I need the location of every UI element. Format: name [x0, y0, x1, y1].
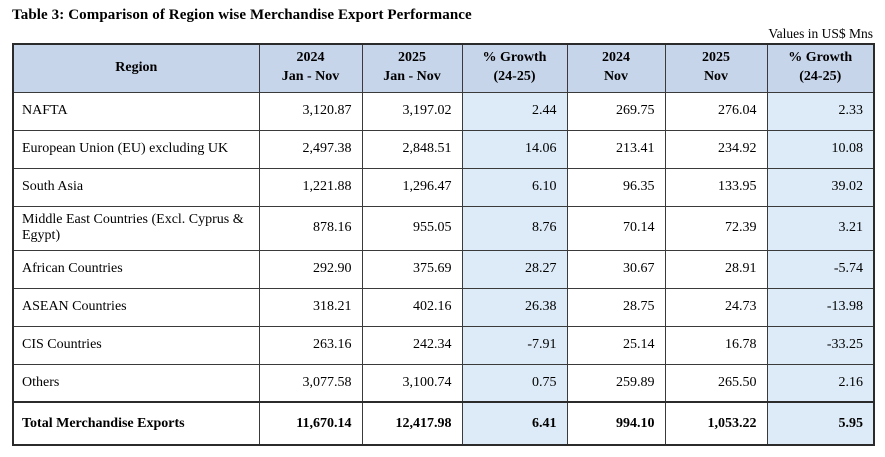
header-growth-ytd: % Growth (24-25) [461, 43, 568, 93]
ytd-2025-cell: 2,848.51 [361, 129, 463, 169]
ytd-2024-cell: 1,221.88 [258, 167, 363, 207]
ytd-2025-cell: 1,296.47 [361, 167, 463, 207]
growth-ytd-cell: -7.91 [461, 325, 568, 365]
nov-2024-cell: 25.14 [566, 325, 666, 365]
nov-2025-cell: 234.92 [664, 129, 768, 169]
region-cell: Middle East Countries (Excl. Cyprus & Eg… [12, 205, 260, 251]
growth-nov-cell: 2.16 [766, 363, 875, 403]
growth-ytd-cell: 14.06 [461, 129, 568, 169]
ytd-2024-cell: 263.16 [258, 325, 363, 365]
region-cell: ASEAN Countries [12, 287, 260, 327]
ytd-2024-cell: 2,497.38 [258, 129, 363, 169]
growth-ytd-cell: 26.38 [461, 287, 568, 327]
table-row-african: African Countries 292.90 375.69 28.27 30… [12, 249, 875, 289]
table-row-south-asia: South Asia 1,221.88 1,296.47 6.10 96.35 … [12, 167, 875, 207]
ytd-2025-cell: 3,100.74 [361, 363, 463, 403]
nov-2024-cell: 269.75 [566, 91, 666, 131]
table-row-cis: CIS Countries 263.16 242.34 -7.91 25.14 … [12, 325, 875, 365]
nov-2024-cell: 259.89 [566, 363, 666, 403]
nov-2025-cell: 133.95 [664, 167, 768, 207]
nov-2024-cell: 96.35 [566, 167, 666, 207]
nov-2024-cell: 28.75 [566, 287, 666, 327]
total-nov-2024-cell: 994.10 [566, 401, 666, 446]
document-page: Table 3: Comparison of Region wise Merch… [12, 7, 875, 446]
nov-2025-cell: 276.04 [664, 91, 768, 131]
region-cell: African Countries [12, 249, 260, 289]
growth-ytd-cell: 8.76 [461, 205, 568, 251]
ytd-2024-cell: 878.16 [258, 205, 363, 251]
total-nov-2025-cell: 1,053.22 [664, 401, 768, 446]
table-row-nafta: NAFTA 3,120.87 3,197.02 2.44 269.75 276.… [12, 91, 875, 131]
nov-2024-cell: 213.41 [566, 129, 666, 169]
growth-nov-cell: 3.21 [766, 205, 875, 251]
header-growth-nov: % Growth (24-25) [766, 43, 875, 93]
ytd-2024-cell: 3,120.87 [258, 91, 363, 131]
header-2024-jan-nov: 2024 Jan - Nov [258, 43, 363, 93]
region-cell: European Union (EU) excluding UK [12, 129, 260, 169]
region-cell: NAFTA [12, 91, 260, 131]
ytd-2025-cell: 242.34 [361, 325, 463, 365]
header-2025-jan-nov: 2025 Jan - Nov [361, 43, 463, 93]
ytd-2024-cell: 3,077.58 [258, 363, 363, 403]
region-cell: CIS Countries [12, 325, 260, 365]
nov-2024-cell: 70.14 [566, 205, 666, 251]
total-row: Total Merchandise Exports 11,670.14 12,4… [12, 401, 875, 446]
growth-nov-cell: 39.02 [766, 167, 875, 207]
table-row-middle-east: Middle East Countries (Excl. Cyprus & Eg… [12, 205, 875, 251]
total-ytd-2025-cell: 12,417.98 [361, 401, 463, 446]
growth-nov-cell: -13.98 [766, 287, 875, 327]
nov-2025-cell: 265.50 [664, 363, 768, 403]
total-ytd-2024-cell: 11,670.14 [258, 401, 363, 446]
total-label-cell: Total Merchandise Exports [12, 401, 260, 446]
nov-2025-cell: 28.91 [664, 249, 768, 289]
growth-nov-cell: 2.33 [766, 91, 875, 131]
nov-2025-cell: 16.78 [664, 325, 768, 365]
units-note: Values in US$ Mns [768, 26, 873, 41]
nov-2025-cell: 72.39 [664, 205, 768, 251]
merchandise-export-table: Region 2024 Jan - Nov 2025 Jan - Nov % G… [12, 43, 875, 446]
header-2024-nov: 2024 Nov [566, 43, 666, 93]
ytd-2025-cell: 375.69 [361, 249, 463, 289]
ytd-2025-cell: 955.05 [361, 205, 463, 251]
total-growth-nov-cell: 5.95 [766, 401, 875, 446]
nov-2024-cell: 30.67 [566, 249, 666, 289]
growth-nov-cell: 10.08 [766, 129, 875, 169]
table-row-others: Others 3,077.58 3,100.74 0.75 259.89 265… [12, 363, 875, 403]
ytd-2024-cell: 318.21 [258, 287, 363, 327]
ytd-2024-cell: 292.90 [258, 249, 363, 289]
ytd-2025-cell: 402.16 [361, 287, 463, 327]
header-row: Region 2024 Jan - Nov 2025 Jan - Nov % G… [12, 43, 875, 93]
growth-nov-cell: -5.74 [766, 249, 875, 289]
table-title: Table 3: Comparison of Region wise Merch… [12, 7, 472, 23]
total-growth-ytd-cell: 6.41 [461, 401, 568, 446]
growth-nov-cell: -33.25 [766, 325, 875, 365]
header-2025-nov: 2025 Nov [664, 43, 768, 93]
growth-ytd-cell: 0.75 [461, 363, 568, 403]
region-cell: Others [12, 363, 260, 403]
growth-ytd-cell: 6.10 [461, 167, 568, 207]
table-row-eu: European Union (EU) excluding UK 2,497.3… [12, 129, 875, 169]
nov-2025-cell: 24.73 [664, 287, 768, 327]
growth-ytd-cell: 2.44 [461, 91, 568, 131]
growth-ytd-cell: 28.27 [461, 249, 568, 289]
ytd-2025-cell: 3,197.02 [361, 91, 463, 131]
table-row-asean: ASEAN Countries 318.21 402.16 26.38 28.7… [12, 287, 875, 327]
header-region: Region [12, 43, 260, 93]
region-cell: South Asia [12, 167, 260, 207]
